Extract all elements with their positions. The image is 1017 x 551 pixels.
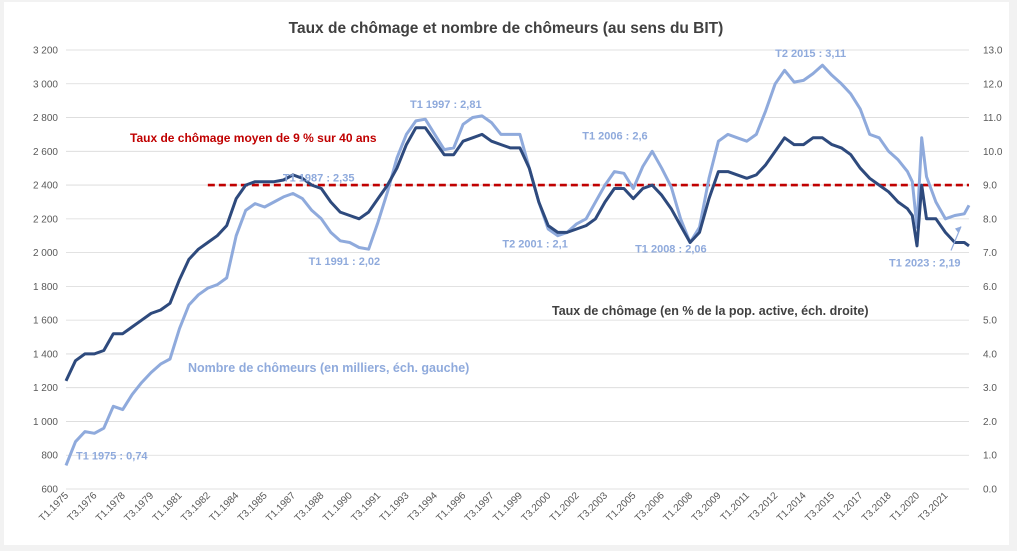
x-tick-label: T3.2012 bbox=[747, 490, 781, 524]
x-tick-label: T3.1976 bbox=[66, 490, 100, 524]
mean-rate-label: Taux de chômage moyen de 9 % sur 40 ans bbox=[130, 131, 377, 145]
left-tick-label: 1 400 bbox=[33, 349, 58, 360]
x-tick-label: T1.1993 bbox=[378, 490, 412, 524]
series-labels: Taux de chômage (en % de la pop. active,… bbox=[188, 304, 869, 375]
right-tick-label: 10.0 bbox=[983, 147, 1003, 158]
right-tick-label: 2.0 bbox=[983, 417, 997, 428]
x-tick-label: T1.1990 bbox=[321, 490, 355, 524]
left-tick-label: 1 800 bbox=[33, 282, 58, 293]
x-tick-label: T1.2005 bbox=[605, 490, 639, 524]
chart-title: Taux de chômage et nombre de chômeurs (a… bbox=[289, 20, 724, 37]
right-tick-label: 0.0 bbox=[983, 485, 997, 496]
x-tick-label: T1.1987 bbox=[264, 490, 298, 524]
left-tick-label: 2 400 bbox=[33, 181, 58, 192]
left-tick-label: 2 800 bbox=[33, 113, 58, 124]
x-tick-label: T3.1991 bbox=[349, 490, 383, 524]
annotation-label: T2 2015 : 3,11 bbox=[775, 48, 846, 60]
annotation-arrowhead bbox=[955, 226, 961, 233]
annotation-label: T1 2008 : 2,06 bbox=[635, 243, 707, 255]
x-tick-label: T1.1978 bbox=[94, 490, 128, 524]
right-tick-label: 1.0 bbox=[983, 451, 997, 462]
series-lines bbox=[64, 63, 971, 466]
left-tick-label: 3 000 bbox=[33, 79, 58, 90]
x-tick-label: T3.2015 bbox=[803, 490, 837, 524]
left-tick-label: 600 bbox=[41, 485, 58, 496]
left-tick-label: 3 200 bbox=[33, 46, 58, 57]
annotation-arrow bbox=[950, 226, 962, 251]
x-tick-label: T3.2003 bbox=[576, 490, 610, 524]
right-tick-label: 4.0 bbox=[983, 349, 997, 360]
x-tick-label: T3.1988 bbox=[293, 490, 327, 524]
right-tick-label: 13.0 bbox=[983, 46, 1003, 57]
right-tick-label: 12.0 bbox=[983, 79, 1003, 90]
right-tick-label: 7.0 bbox=[983, 248, 997, 259]
x-tick-label: T3.1982 bbox=[179, 490, 213, 524]
x-tick-label: T3.2021 bbox=[917, 490, 951, 524]
x-tick-label: T3.1997 bbox=[463, 490, 497, 524]
right-tick-label: 6.0 bbox=[983, 282, 997, 293]
x-tick-label: T3.1985 bbox=[236, 490, 270, 524]
right-tick-label: 8.0 bbox=[983, 214, 997, 225]
x-tick-label: T1.2020 bbox=[888, 490, 922, 524]
x-tick-label: T1.1981 bbox=[151, 490, 185, 524]
x-tick-label: T1.2011 bbox=[719, 490, 753, 524]
rate-series-line bbox=[64, 126, 970, 382]
annotation-label: T1 1987 : 2,35 bbox=[283, 173, 355, 185]
right-axis-ticks: 0.0 1.0 2.0 3.0 4.0 5.0 6.0 7.0 8.0 9.0 10.0 11.0 12… bbox=[983, 46, 1003, 496]
x-tick-label: T1.1996 bbox=[435, 490, 469, 524]
annotation-label: T1 2006 : 2,6 bbox=[582, 130, 647, 142]
x-tick-label: T1.2002 bbox=[548, 490, 582, 524]
right-tick-label: 3.0 bbox=[983, 383, 997, 394]
annotation-label: T1 1991 : 2,02 bbox=[309, 256, 381, 268]
unemployment-chart: Taux de chômage et nombre de chômeurs (a… bbox=[33, 20, 1003, 524]
count-series-label: Nombre de chômeurs (en milliers, éch. ga… bbox=[188, 361, 469, 375]
x-tick-label: T3.2006 bbox=[633, 490, 667, 524]
x-tick-label: T1.1999 bbox=[491, 490, 525, 524]
right-tick-label: 5.0 bbox=[983, 316, 997, 327]
x-tick-label: T3.2018 bbox=[860, 490, 894, 524]
left-tick-label: 1 000 bbox=[33, 417, 58, 428]
left-tick-label: 2 600 bbox=[33, 147, 58, 158]
x-tick-label: T1.2014 bbox=[775, 490, 809, 524]
left-tick-label: 1 600 bbox=[33, 316, 58, 327]
x-tick-label: T3.1979 bbox=[122, 490, 156, 524]
annotations: T1 1975 : 0,74 T1 1987 : 2,35 T1 1991 : 2,… bbox=[76, 48, 962, 462]
left-tick-label: 800 bbox=[41, 451, 58, 462]
x-axis-ticks: T1.1975T3.1976T1.1978T3.1979T1.1981T3.19… bbox=[37, 490, 950, 524]
left-axis-ticks: 600 800 1 000 1 200 1 400 1 600 1 800 2 000 2 20… bbox=[33, 46, 58, 496]
chart-area: Taux de chômage et nombre de chômeurs (a… bbox=[4, 2, 1009, 545]
right-tick-label: 9.0 bbox=[983, 181, 997, 192]
left-tick-label: 2 000 bbox=[33, 248, 58, 259]
x-tick-label: T3.2000 bbox=[520, 490, 554, 524]
annotation-label: T1 2023 : 2,19 bbox=[889, 258, 961, 270]
left-tick-label: 1 200 bbox=[33, 383, 58, 394]
rate-series-label: Taux de chômage (en % de la pop. active,… bbox=[552, 304, 869, 318]
gridlines bbox=[66, 49, 969, 490]
x-tick-label: T3.2009 bbox=[690, 490, 724, 524]
x-tick-label: T1.1984 bbox=[208, 490, 242, 524]
x-tick-label: T1.2008 bbox=[661, 490, 695, 524]
left-tick-label: 2 200 bbox=[33, 214, 58, 225]
count-series-line bbox=[64, 63, 971, 466]
annotation-label: T2 2001 : 2,1 bbox=[502, 239, 567, 251]
x-tick-label: T1.2017 bbox=[832, 490, 866, 524]
x-tick-label: T3.1994 bbox=[406, 490, 440, 524]
right-tick-label: 11.0 bbox=[983, 113, 1002, 124]
annotation-label: T1 1975 : 0,74 bbox=[76, 450, 148, 462]
annotation-label: T1 1997 : 2,81 bbox=[410, 99, 482, 111]
